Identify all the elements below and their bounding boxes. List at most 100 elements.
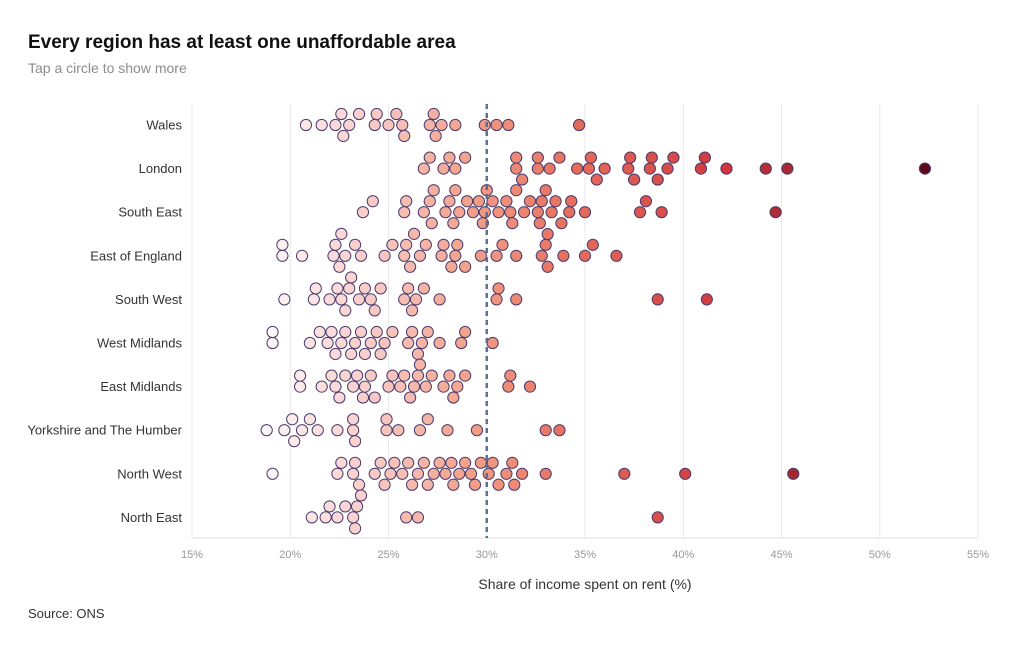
- data-point[interactable]: [531, 162, 544, 175]
- data-point[interactable]: [470, 424, 484, 437]
- data-point[interactable]: [347, 467, 360, 480]
- data-point[interactable]: [584, 151, 597, 164]
- data-point[interactable]: [329, 238, 342, 251]
- data-point[interactable]: [398, 369, 411, 382]
- data-point[interactable]: [759, 162, 772, 175]
- data-point[interactable]: [348, 522, 362, 535]
- data-point[interactable]: [309, 282, 322, 295]
- data-point[interactable]: [449, 162, 462, 175]
- data-point[interactable]: [323, 500, 336, 513]
- data-point[interactable]: [504, 206, 517, 219]
- data-point[interactable]: [435, 249, 448, 262]
- data-point[interactable]: [343, 118, 356, 132]
- data-point[interactable]: [327, 249, 340, 262]
- data-point[interactable]: [443, 369, 456, 382]
- data-point[interactable]: [378, 478, 391, 491]
- data-point[interactable]: [315, 118, 328, 132]
- data-point[interactable]: [443, 195, 456, 208]
- data-point[interactable]: [386, 369, 399, 382]
- data-point[interactable]: [348, 336, 362, 350]
- data-point[interactable]: [698, 151, 711, 164]
- data-point[interactable]: [502, 380, 515, 393]
- data-point[interactable]: [321, 336, 334, 350]
- data-point[interactable]: [633, 206, 647, 219]
- data-point[interactable]: [423, 118, 436, 132]
- data-point[interactable]: [407, 380, 421, 393]
- data-point[interactable]: [303, 336, 316, 350]
- data-point[interactable]: [354, 249, 368, 262]
- data-point[interactable]: [781, 162, 794, 175]
- data-point[interactable]: [555, 217, 568, 230]
- data-point[interactable]: [694, 162, 708, 175]
- data-point[interactable]: [508, 478, 521, 491]
- data-point[interactable]: [380, 424, 393, 437]
- data-point[interactable]: [358, 282, 372, 295]
- data-point[interactable]: [423, 151, 436, 164]
- data-point[interactable]: [506, 217, 519, 230]
- data-point[interactable]: [411, 467, 425, 480]
- data-point[interactable]: [293, 380, 307, 393]
- data-point[interactable]: [368, 118, 381, 132]
- data-point[interactable]: [380, 413, 393, 426]
- data-point[interactable]: [679, 467, 692, 480]
- data-point[interactable]: [398, 129, 411, 143]
- data-point[interactable]: [335, 336, 348, 350]
- data-point[interactable]: [582, 162, 596, 175]
- data-point[interactable]: [396, 118, 409, 132]
- data-point[interactable]: [374, 456, 387, 469]
- data-point[interactable]: [378, 249, 391, 262]
- data-point[interactable]: [417, 162, 430, 175]
- data-point[interactable]: [402, 456, 415, 469]
- data-point[interactable]: [413, 249, 427, 262]
- data-point[interactable]: [350, 369, 364, 382]
- data-point[interactable]: [331, 467, 344, 480]
- data-point[interactable]: [451, 380, 464, 393]
- data-point[interactable]: [502, 118, 515, 132]
- data-point[interactable]: [461, 195, 474, 208]
- data-point[interactable]: [347, 380, 360, 393]
- data-point[interactable]: [345, 347, 358, 361]
- data-point[interactable]: [329, 347, 342, 361]
- data-point[interactable]: [478, 206, 491, 219]
- data-point[interactable]: [459, 325, 472, 339]
- data-point[interactable]: [402, 336, 415, 350]
- data-point[interactable]: [348, 456, 362, 469]
- data-point[interactable]: [439, 206, 452, 219]
- data-point[interactable]: [523, 380, 537, 393]
- data-point[interactable]: [368, 304, 381, 317]
- data-point[interactable]: [417, 282, 430, 295]
- data-point[interactable]: [358, 347, 372, 361]
- data-point[interactable]: [299, 118, 313, 132]
- data-point[interactable]: [517, 206, 531, 219]
- data-point[interactable]: [405, 304, 419, 317]
- data-point[interactable]: [918, 162, 932, 175]
- data-point[interactable]: [407, 227, 421, 240]
- data-point[interactable]: [474, 249, 487, 262]
- data-point[interactable]: [398, 249, 411, 262]
- data-point[interactable]: [392, 424, 405, 437]
- data-point[interactable]: [447, 217, 460, 230]
- data-point[interactable]: [368, 467, 381, 480]
- data-point[interactable]: [439, 467, 452, 480]
- data-point[interactable]: [510, 151, 523, 164]
- data-point[interactable]: [651, 173, 664, 186]
- data-point[interactable]: [339, 500, 352, 513]
- data-point[interactable]: [335, 107, 348, 121]
- data-point[interactable]: [295, 249, 309, 262]
- data-point[interactable]: [486, 195, 499, 208]
- data-point[interactable]: [578, 249, 592, 262]
- data-point[interactable]: [382, 380, 395, 393]
- data-point[interactable]: [354, 325, 368, 339]
- data-point[interactable]: [335, 227, 348, 240]
- data-point[interactable]: [464, 467, 478, 480]
- data-point[interactable]: [578, 206, 592, 219]
- data-point[interactable]: [388, 456, 401, 469]
- data-point[interactable]: [427, 107, 440, 121]
- data-point[interactable]: [500, 195, 513, 208]
- data-point[interactable]: [535, 195, 548, 208]
- data-point[interactable]: [433, 456, 446, 469]
- data-point[interactable]: [661, 162, 674, 175]
- data-point[interactable]: [720, 162, 733, 175]
- data-point[interactable]: [394, 380, 407, 393]
- data-point[interactable]: [413, 358, 427, 371]
